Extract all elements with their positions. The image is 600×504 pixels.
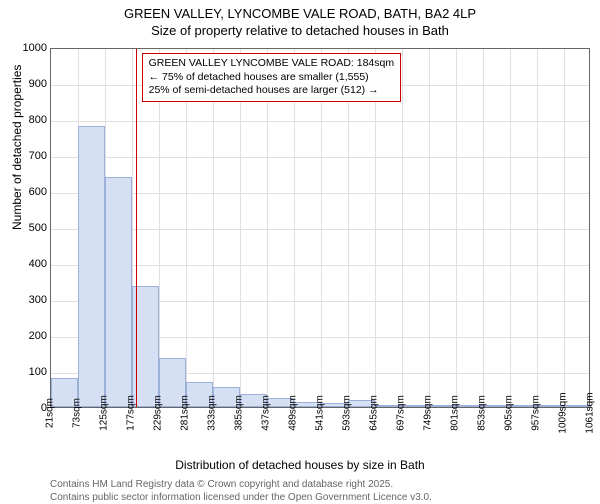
gridline-v [240, 49, 241, 407]
gridline-v [294, 49, 295, 407]
gridline-v [483, 49, 484, 407]
gridline-v [402, 49, 403, 407]
xtick-label: 333sqm [207, 395, 218, 431]
xtick-label: 957sqm [531, 395, 542, 431]
ytick-label: 1000 [7, 42, 47, 54]
title-block: GREEN VALLEY, LYNCOMBE VALE ROAD, BATH, … [0, 0, 600, 40]
xtick-label: 385sqm [234, 395, 245, 431]
xtick-label: 905sqm [504, 395, 515, 431]
xtick-label: 593sqm [342, 395, 353, 431]
footer-line1: Contains HM Land Registry data © Crown c… [50, 478, 432, 491]
xtick-label: 749sqm [423, 395, 434, 431]
gridline-v [375, 49, 376, 407]
xtick-label: 177sqm [126, 395, 137, 431]
xtick-label: 1061sqm [585, 392, 596, 433]
xtick-label: 73sqm [72, 398, 83, 428]
ytick-label: 200 [7, 330, 47, 342]
bar [105, 177, 132, 407]
xtick-label: 489sqm [288, 395, 299, 431]
title-line2: Size of property relative to detached ho… [0, 23, 600, 40]
ytick-label: 400 [7, 258, 47, 270]
xtick-label: 437sqm [261, 395, 272, 431]
gridline-v [186, 49, 187, 407]
ytick-label: 500 [7, 222, 47, 234]
ytick-label: 600 [7, 186, 47, 198]
gridline-v [456, 49, 457, 407]
gridline-v [321, 49, 322, 407]
xtick-label: 541sqm [315, 395, 326, 431]
gridline-v [429, 49, 430, 407]
bar [78, 126, 105, 407]
xtick-label: 853sqm [477, 395, 488, 431]
footer: Contains HM Land Registry data © Crown c… [50, 478, 432, 504]
annotation-line1: GREEN VALLEY LYNCOMBE VALE ROAD: 184sqm [149, 57, 394, 71]
xtick-label: 21sqm [45, 398, 56, 428]
xtick-label: 281sqm [180, 395, 191, 431]
footer-line2: Contains public sector information licen… [50, 491, 432, 504]
x-axis-label: Distribution of detached houses by size … [0, 458, 600, 472]
gridline-v [213, 49, 214, 407]
ytick-label: 800 [7, 114, 47, 126]
ytick-label: 900 [7, 78, 47, 90]
xtick-label: 1009sqm [558, 392, 569, 433]
plot-area: GREEN VALLEY LYNCOMBE VALE ROAD: 184sqm←… [50, 48, 590, 408]
xtick-label: 697sqm [396, 395, 407, 431]
marker-line [136, 49, 137, 407]
ytick-label: 100 [7, 366, 47, 378]
ytick-label: 300 [7, 294, 47, 306]
annotation-box: GREEN VALLEY LYNCOMBE VALE ROAD: 184sqm←… [142, 53, 401, 102]
annotation-line3: 25% of semi-detached houses are larger (… [149, 84, 394, 98]
gridline-v [510, 49, 511, 407]
xtick-label: 801sqm [450, 395, 461, 431]
gridline-v [537, 49, 538, 407]
chart-container: GREEN VALLEY, LYNCOMBE VALE ROAD, BATH, … [0, 0, 600, 500]
ytick-label: 0 [7, 402, 47, 414]
gridline-v [267, 49, 268, 407]
gridline-v [564, 49, 565, 407]
title-line1: GREEN VALLEY, LYNCOMBE VALE ROAD, BATH, … [0, 6, 600, 23]
gridline-v [159, 49, 160, 407]
annotation-line2: ← 75% of detached houses are smaller (1,… [149, 71, 394, 85]
xtick-label: 229sqm [153, 395, 164, 431]
xtick-label: 125sqm [99, 395, 110, 431]
ytick-label: 700 [7, 150, 47, 162]
xtick-label: 645sqm [369, 395, 380, 431]
gridline-v [348, 49, 349, 407]
